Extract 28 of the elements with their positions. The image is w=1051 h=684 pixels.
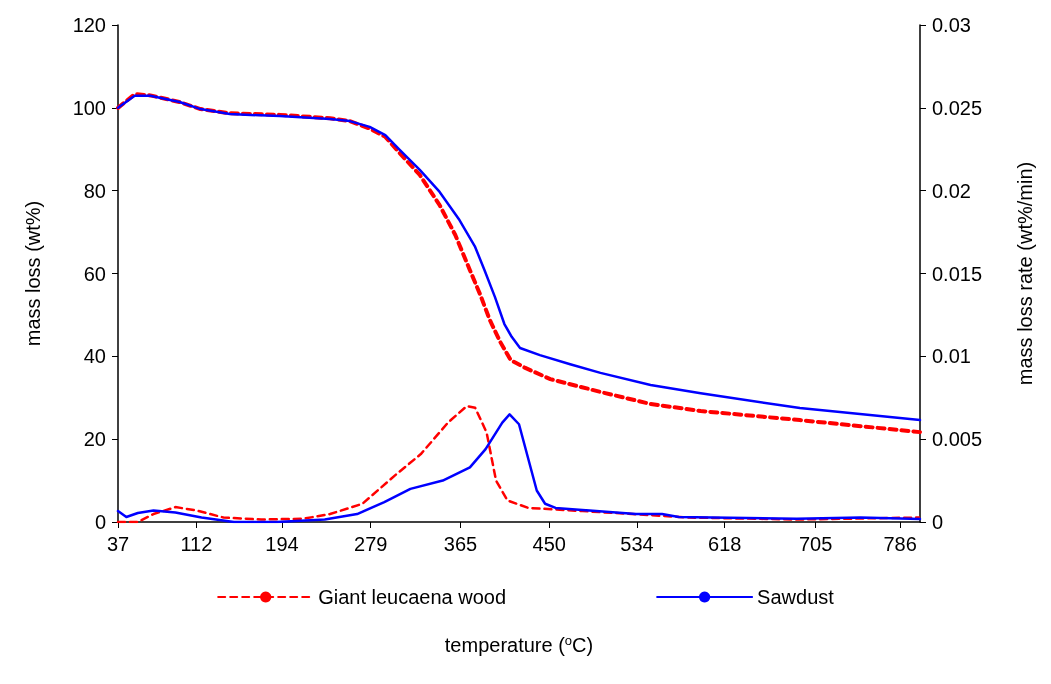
x-tick-label: 705	[798, 533, 833, 555]
legend-label: Giant leucaena wood	[318, 586, 507, 608]
x-tick-label: 37	[106, 533, 130, 555]
y2-tick-label: 0.02	[932, 179, 971, 202]
x-tick-label: 618	[708, 533, 742, 555]
legend-label: Sawdust	[757, 586, 835, 608]
y-tick-label: 120	[72, 14, 106, 36]
y-axis-title: mass loss (wt%)	[22, 200, 44, 347]
y2-tick-label: 0.015	[932, 262, 983, 285]
y2-tick-label: 0	[932, 511, 944, 533]
x-tick-label: 194	[265, 533, 299, 555]
y2-tick-label: 0.01	[932, 345, 971, 368]
y2-tick-label: 0.03	[932, 14, 971, 36]
x-tick-label: 786	[883, 533, 917, 555]
x-tick-label: 534	[620, 533, 654, 555]
y-tick-label: 80	[83, 179, 106, 202]
y-tick-label: 40	[83, 345, 106, 368]
y2-tick-label: 0.005	[932, 428, 983, 451]
x-tick-label: 112	[180, 533, 213, 555]
y2-axis-title: mass loss rate (wt%/min)	[1014, 161, 1036, 386]
y-tick-label: 0	[94, 511, 106, 533]
y-tick-label: 60	[83, 262, 106, 285]
y-tick-label: 100	[72, 96, 106, 119]
x-tick-label: 365	[443, 533, 478, 555]
x-tick-label: 279	[354, 533, 388, 555]
y2-tick-label: 0.025	[932, 96, 983, 119]
x-tick-label: 450	[532, 533, 566, 555]
y-tick-label: 20	[83, 428, 106, 451]
